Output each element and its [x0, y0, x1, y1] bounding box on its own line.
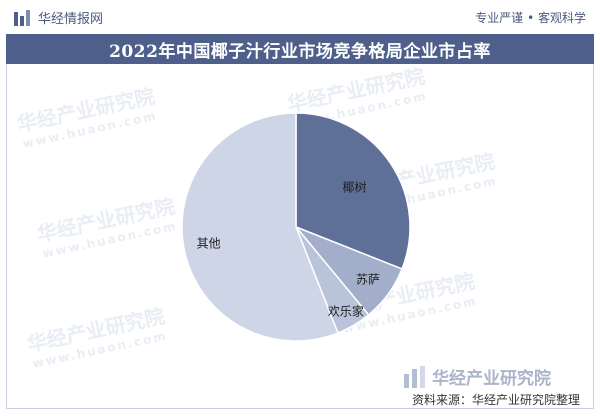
brand-logo: 华经情报网: [14, 8, 103, 27]
title-bar: 2022年中国椰子汁行业市场竞争格局企业市占率: [6, 34, 594, 64]
slice-label: 欢乐家: [328, 303, 364, 318]
slogan: 专业严谨 • 客观科学: [475, 11, 586, 25]
bar-chart-icon: [404, 365, 425, 388]
slice-label: 苏萨: [356, 272, 380, 286]
footer-logo: 华经产业研究院: [404, 364, 551, 389]
pie-slice-4: [181, 112, 339, 342]
source-note: 资料来源：华经产业研究院整理: [411, 393, 580, 407]
top-bar: 华经情报网 专业严谨 • 客观科学: [0, 0, 600, 34]
chart-frame: 华经产业研究院 www.huaon.com 华经产业研究院 www.huaon.co…: [6, 64, 594, 409]
slice-label: 其他: [197, 237, 221, 251]
slice-label: 椰树: [342, 179, 366, 194]
bar-chart-icon: [14, 9, 30, 26]
brand-name: 华经情报网: [38, 12, 104, 27]
chart-title: 2022年中国椰子汁行业市场竞争格局企业市占率: [109, 41, 491, 62]
footer-brand: 华经产业研究院: [432, 369, 551, 389]
pie-slices: [181, 112, 411, 342]
pie-slice-1: [295, 112, 411, 270]
